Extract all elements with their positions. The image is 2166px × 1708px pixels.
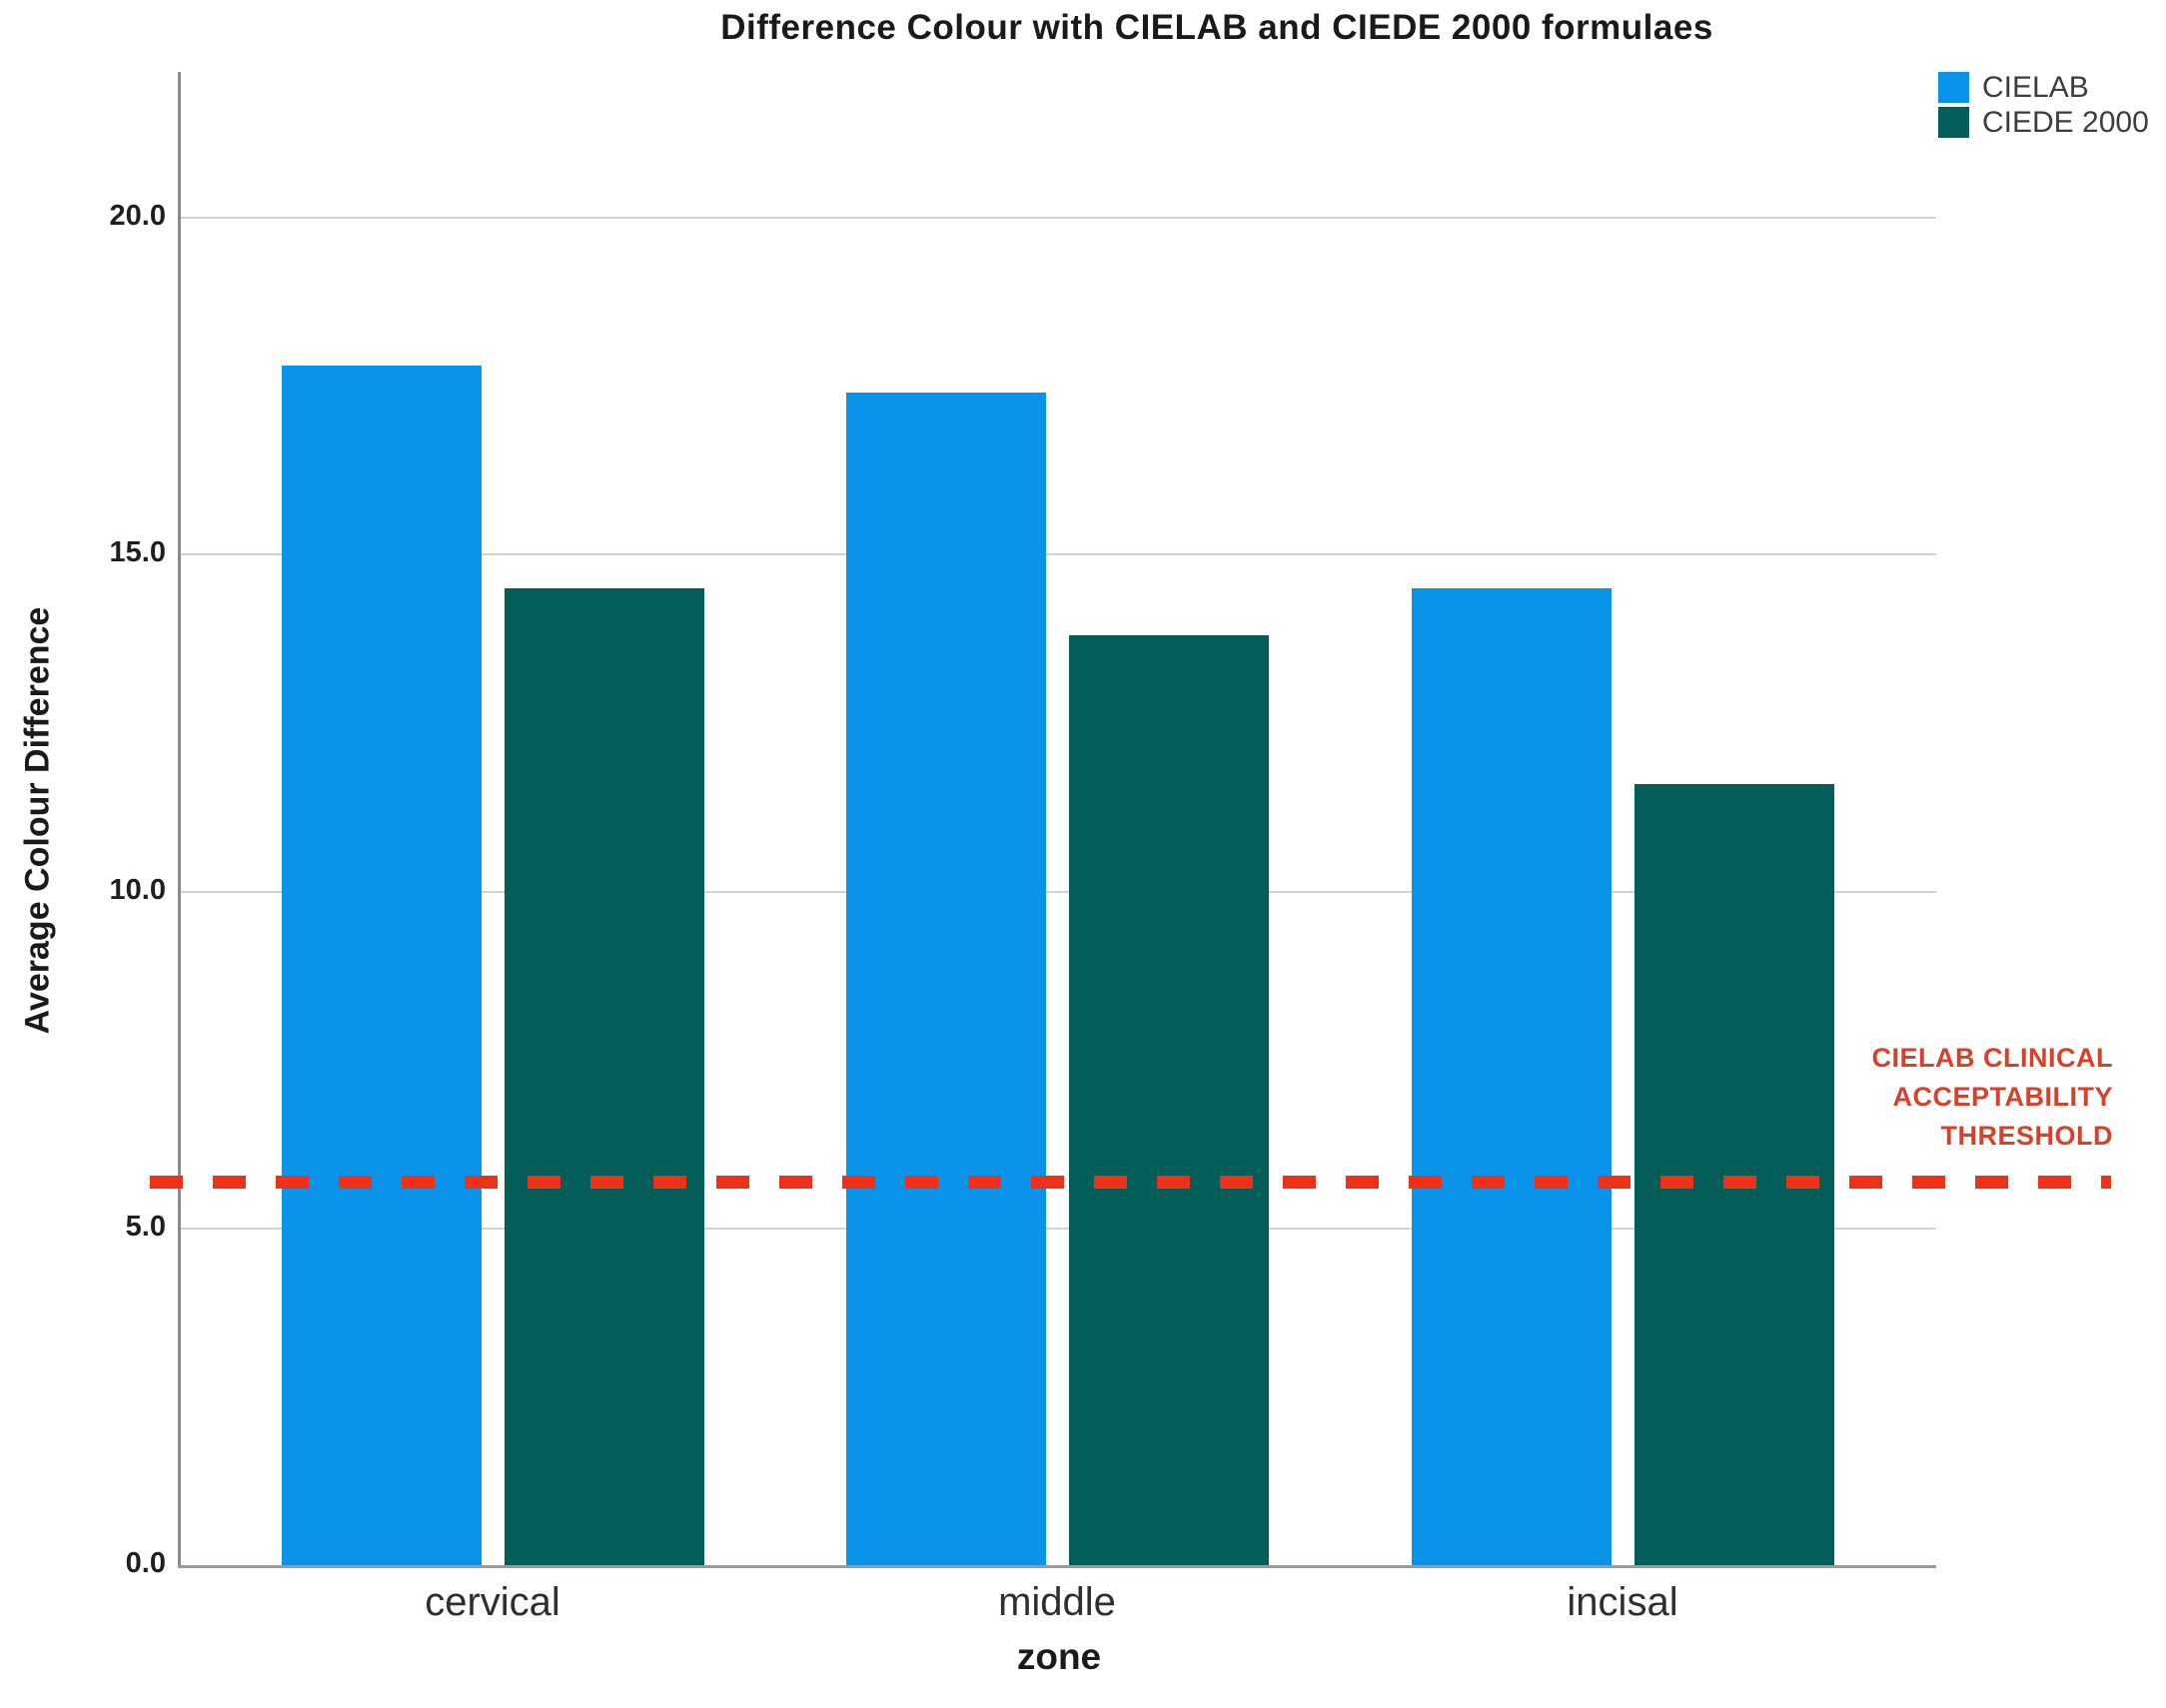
legend-label-ciede2000: CIEDE 2000 [1982, 105, 2149, 139]
gridline-15 [181, 553, 1936, 556]
threshold-annotation: CIELAB CLINICAL ACCEPTABILITY THRESHOLD [1872, 1039, 2113, 1156]
legend-label-cielab: CIELAB [1982, 70, 2089, 104]
bar-incisal-cielab [1411, 588, 1612, 1565]
gridline-5 [181, 1227, 1936, 1230]
cielab-swatch-icon [1938, 72, 1969, 103]
threshold-annotation-line3: THRESHOLD [1940, 1121, 2113, 1151]
threshold-annotation-line2: ACCEPTABILITY [1892, 1082, 2113, 1112]
legend-item-cielab: CIELAB [1938, 70, 2149, 104]
threshold-annotation-line1: CIELAB CLINICAL [1871, 1043, 2113, 1073]
bar-cervical-ciede2000 [504, 588, 704, 1565]
bar-incisal-ciede2000 [1633, 784, 1834, 1565]
y-tick-label-15.0: 15.0 [109, 536, 166, 569]
legend: CIELAB CIEDE 2000 [1938, 70, 2149, 142]
x-axis-line [178, 1565, 1936, 1568]
y-axis-title: Average Colour Difference [18, 606, 57, 1035]
x-category-label-middle: middle [998, 1580, 1116, 1624]
y-tick-label-10.0: 10.0 [109, 873, 166, 906]
bar-cervical-cielab [281, 366, 482, 1565]
bar-middle-cielab [845, 393, 1046, 1565]
gridline-20 [181, 217, 1936, 219]
legend-item-ciede2000: CIEDE 2000 [1938, 105, 2149, 139]
x-category-label-cervical: cervical [425, 1580, 560, 1624]
plot-area [178, 72, 1936, 1568]
x-category-label-incisal: incisal [1567, 1580, 1678, 1624]
chart-title: Difference Colour with CIELAB and CIEDE … [720, 8, 1713, 47]
gridline-10 [181, 890, 1936, 893]
y-axis-line [178, 72, 181, 1565]
bar-middle-ciede2000 [1068, 635, 1269, 1565]
y-tick-label-0.0: 0.0 [125, 1547, 166, 1579]
y-tick-label-5.0: 5.0 [125, 1210, 166, 1243]
y-tick-label-20.0: 20.0 [109, 200, 166, 232]
x-axis-title: zone [1016, 1636, 1102, 1677]
ciede2000-swatch-icon [1938, 107, 1969, 138]
threshold-dashed-line [150, 1176, 2111, 1189]
